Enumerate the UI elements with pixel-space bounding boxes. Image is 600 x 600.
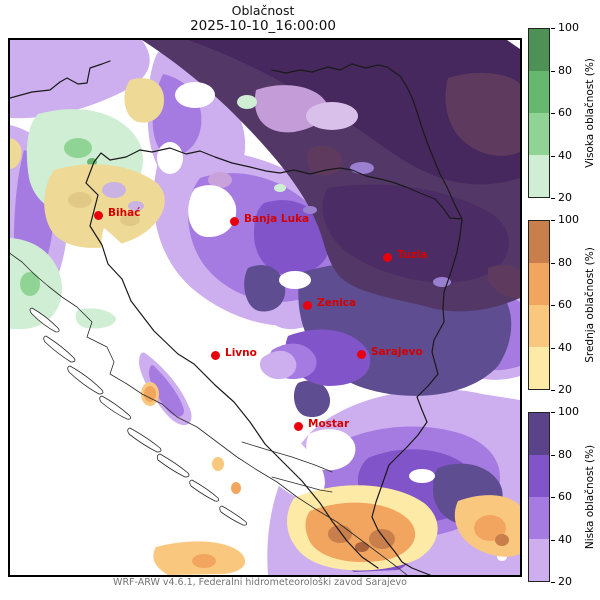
colorbar-tick-label: 20	[558, 575, 572, 588]
colorbar-swatches	[528, 220, 550, 390]
colorbar-segment	[529, 305, 549, 347]
colorbar-axis-label: Niska oblačnost (%)	[584, 444, 596, 550]
colorbar-tickmark	[551, 220, 555, 222]
city-markers-layer: Bihać Banja Luka Tuzla Zenica Livno Sarajevo M…	[10, 40, 520, 575]
colorbar-swatches	[528, 28, 550, 198]
title-datetime: 2025-10-10_16:00:00	[190, 18, 336, 35]
colorbar-segment	[529, 263, 549, 305]
city-dot-zenica	[302, 300, 312, 310]
city-label: Bihać	[108, 207, 141, 219]
colorbar-segment	[529, 221, 549, 263]
map-area: Bihać Banja Luka Tuzla Zenica Livno Sarajevo M…	[8, 38, 522, 577]
colorbar-tickmark	[551, 539, 555, 541]
colorbar-tick-label: 40	[558, 148, 572, 162]
colorbar-tick-label: 80	[558, 255, 572, 269]
colorbar-tick-label: 40	[558, 532, 572, 546]
colorbar-tick-label: 100	[558, 213, 579, 226]
colorbar-segment	[529, 539, 549, 581]
colorbar-tickmark	[551, 198, 555, 200]
title-variable: Oblačnost	[231, 3, 295, 18]
colorbar-axis-label: Srednja oblačnost (%)	[584, 247, 596, 363]
colorbar-tickmark	[551, 454, 555, 456]
colorbar-tick-label: 60	[558, 490, 572, 503]
cloud-band-gradient	[259, 329, 371, 386]
colorbar-segment	[529, 113, 549, 155]
city-label: Sarajevo	[371, 346, 423, 358]
colorbar-tickmark	[551, 113, 555, 115]
city-label: Mostar	[308, 418, 350, 430]
city-dot-livno	[210, 350, 220, 360]
colorbar-tickmark	[551, 347, 555, 349]
colorbar-tickmark	[551, 28, 555, 30]
colorbar-tickmark	[551, 412, 555, 414]
city-label: Tuzla	[397, 249, 428, 261]
model-attribution: WRF-ARW v4.6.1, Federalni hidrometeorolo…	[113, 577, 407, 588]
city-dot-mostar	[293, 421, 303, 431]
city-dot-tuzla	[382, 252, 392, 262]
colorbar-tick-label: 40	[558, 340, 572, 354]
colorbar-tickmark	[551, 497, 555, 499]
city-dot-banjaluka	[229, 216, 239, 226]
coastline	[10, 252, 408, 575]
colorbar-tickmark	[551, 582, 555, 584]
colorbar-segment	[529, 455, 549, 497]
colorbar-tickmark	[551, 305, 555, 307]
city-dot-sarajevo	[356, 349, 366, 359]
colorbar-tick-label: 20	[558, 383, 572, 396]
colorbar-segment	[529, 29, 549, 71]
mid-cloud-orange-layer	[141, 382, 520, 575]
colorbar-low-cloud: 100 80 60 40 20 Niska oblačnost (%)	[528, 405, 596, 588]
city-label: Zenica	[317, 297, 357, 309]
mid-cloud-khaki-patch	[10, 78, 165, 248]
colorbar-tick-label: 60	[558, 106, 572, 119]
colorbar-segment	[529, 155, 549, 197]
colorbar-swatches	[528, 412, 550, 582]
colorbar-tick-label: 60	[558, 298, 572, 311]
clear-sky-band	[101, 40, 520, 561]
city-label: Banja Luka	[244, 213, 310, 225]
colorbar-tick-label: 100	[558, 405, 579, 418]
colorbar-high-cloud: 100 80 60 40 20 Visoka oblačnost (%)	[528, 21, 596, 204]
colorbar-mid-cloud: 100 80 60 40 20 Srednja oblačnost (%)	[528, 213, 596, 396]
colorbar-tick-label: 100	[558, 21, 579, 34]
colorbar-segment	[529, 71, 549, 113]
colorbar-segment	[529, 497, 549, 539]
cloudiness-map-svg	[10, 40, 520, 575]
country-borders	[10, 60, 463, 575]
colorbar-segment	[529, 413, 549, 455]
colorbar-tick-label: 80	[558, 447, 572, 461]
colorbar-tick-label: 80	[558, 63, 572, 77]
colorbar-segment	[529, 347, 549, 389]
mauve-mixed-cloud	[208, 85, 358, 188]
city-label: Livno	[225, 347, 257, 359]
chart-title: Oblačnost 2025-10-10_16:00:00	[8, 3, 518, 35]
colorbar-tickmark	[551, 155, 555, 157]
colorbar-tick-label: 20	[558, 191, 572, 204]
city-dot-biha	[93, 210, 103, 220]
colorbar-axis-label: Visoka oblačnost (%)	[584, 58, 596, 168]
colorbar-tickmark	[551, 70, 555, 72]
colorbar-tickmark	[551, 390, 555, 392]
colorbar-tickmark	[551, 262, 555, 264]
